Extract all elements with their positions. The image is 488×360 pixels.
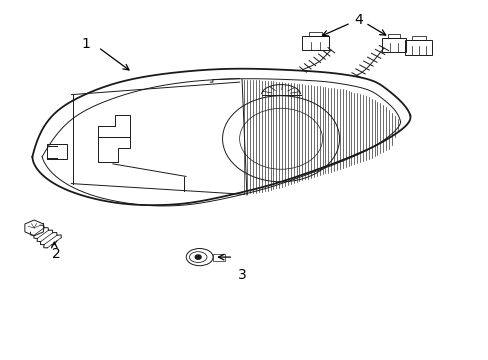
- Bar: [302, 36, 328, 50]
- Circle shape: [195, 255, 201, 259]
- Bar: [405, 40, 431, 55]
- Bar: [411, 36, 425, 40]
- Text: 3: 3: [237, 268, 246, 282]
- Text: 2: 2: [52, 247, 61, 261]
- Bar: [308, 32, 322, 36]
- Bar: [381, 38, 406, 51]
- Text: 4: 4: [354, 13, 363, 27]
- Bar: [212, 253, 224, 261]
- Bar: [387, 34, 400, 38]
- Text: 1: 1: [81, 37, 90, 51]
